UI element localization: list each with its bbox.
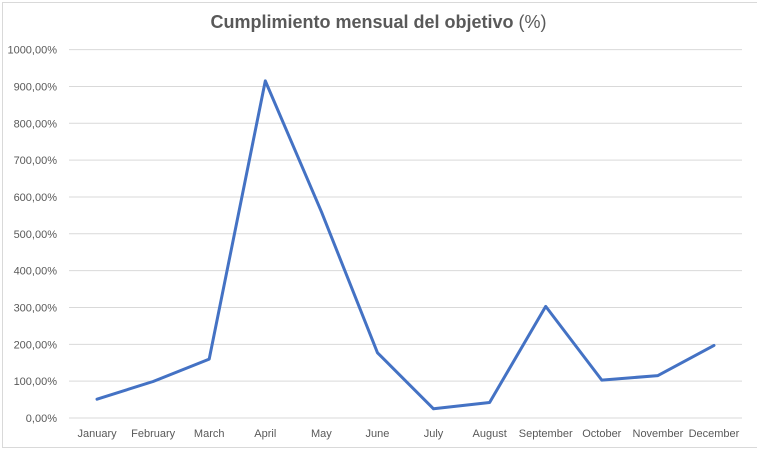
- y-tick-label: 1000,00%: [7, 45, 57, 57]
- x-tick-label: November: [633, 428, 684, 440]
- y-tick-label: 400,00%: [14, 266, 58, 278]
- y-tick-label: 500,00%: [14, 229, 58, 241]
- y-axis-labels: 0,00% 100,00% 200,00% 300,00% 400,00% 500,00%…: [7, 45, 57, 425]
- x-tick-label: January: [77, 428, 117, 440]
- x-tick-label: February: [131, 428, 176, 440]
- y-tick-label: 900,00%: [14, 81, 58, 93]
- x-tick-label: July: [424, 428, 444, 440]
- x-tick-label: October: [582, 428, 621, 440]
- x-tick-label: December: [689, 428, 740, 440]
- y-tick-label: 300,00%: [14, 302, 58, 314]
- x-axis-labels: January February March April May June July Augu…: [77, 428, 739, 440]
- chart-title-main: Cumplimiento mensual del objetivo: [210, 12, 514, 32]
- x-tick-label: August: [473, 428, 507, 440]
- y-tick-label: 600,00%: [14, 192, 58, 204]
- y-tick-label: 700,00%: [14, 155, 58, 167]
- y-tick-label: 200,00%: [14, 339, 58, 351]
- chart-title: Cumplimiento mensual del objetivo (%): [0, 12, 757, 33]
- chart-title-unit: (%): [513, 12, 547, 32]
- y-tick-label: 800,00%: [14, 118, 58, 130]
- series-line: [95, 79, 716, 411]
- y-tick-label: 100,00%: [14, 376, 58, 388]
- x-tick-label: May: [311, 428, 332, 440]
- x-tick-label: September: [519, 428, 573, 440]
- x-tick-label: June: [366, 428, 390, 440]
- x-tick-label: March: [194, 428, 225, 440]
- y-tick-label: 0,00%: [26, 413, 57, 425]
- x-tick-label: April: [254, 428, 276, 440]
- gridlines: [69, 49, 742, 419]
